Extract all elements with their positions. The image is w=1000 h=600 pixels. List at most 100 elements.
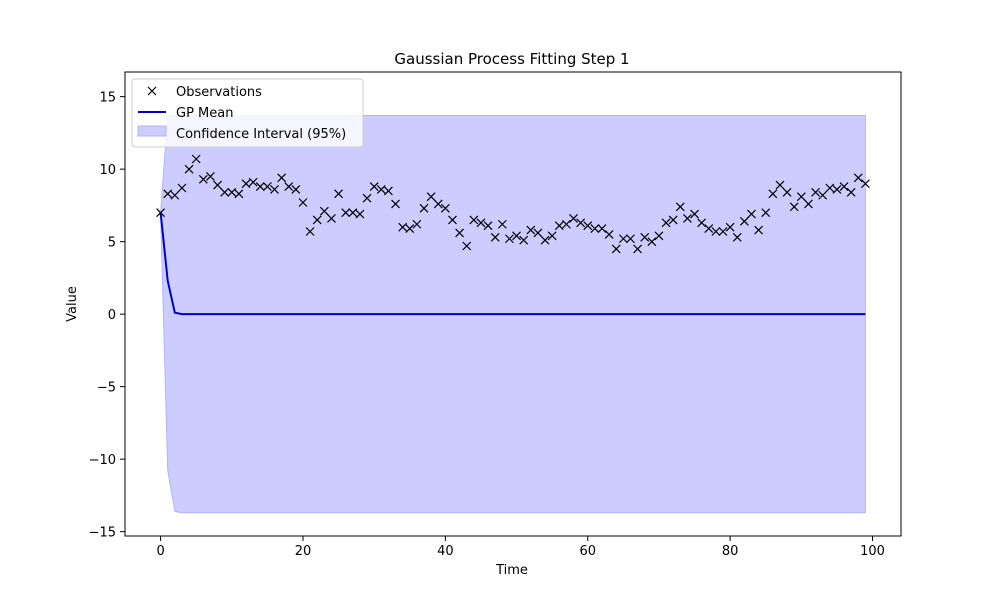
observation-point <box>483 221 493 231</box>
legend-x-marker-icon <box>147 86 157 96</box>
x-tick-label: 40 <box>437 544 454 559</box>
observation-point <box>754 225 764 235</box>
observation-point <box>291 185 301 194</box>
plot-area <box>156 115 870 514</box>
observation-point <box>611 244 621 254</box>
observation-point <box>405 224 415 234</box>
observation-point <box>576 218 586 228</box>
legend-box <box>131 78 364 148</box>
observation-point <box>505 234 514 244</box>
observation-point <box>497 219 507 229</box>
observation-point <box>519 235 529 245</box>
observation-point <box>327 214 336 223</box>
observation-point <box>818 190 828 200</box>
observation-point <box>206 171 215 181</box>
observation-point <box>547 231 557 241</box>
observation-point <box>277 173 287 183</box>
x-tick-label: 80 <box>722 544 739 559</box>
observation-point <box>455 228 465 238</box>
legend: Observations GP Mean Confidence Interval… <box>131 78 364 148</box>
observation-point <box>448 215 457 225</box>
observation-point <box>775 180 785 190</box>
observation-point <box>640 232 650 242</box>
x-axis-ticks: 0 20 40 60 80 100 <box>156 536 885 559</box>
observation-point <box>711 227 721 236</box>
observation-point <box>675 202 685 212</box>
observation-point <box>846 187 856 197</box>
observation-point <box>633 244 643 254</box>
observation-point <box>419 203 429 213</box>
observation-point <box>177 183 187 193</box>
y-tick-label: −15 <box>89 526 116 541</box>
observation-point <box>198 174 208 184</box>
observation-point <box>718 227 728 236</box>
observation-point <box>604 229 614 239</box>
observation-point <box>682 214 692 223</box>
observation-point <box>476 218 486 228</box>
observation-point <box>284 182 294 191</box>
observation-point <box>583 221 593 231</box>
y-tick-label: −5 <box>97 381 116 396</box>
observation-point <box>853 173 863 183</box>
observation-point <box>355 209 365 219</box>
axes-frame <box>124 71 902 537</box>
observation-point <box>234 189 244 199</box>
x-tick-label: 100 <box>860 544 885 559</box>
observation-point <box>526 225 536 235</box>
x-tick-label: 20 <box>295 544 312 559</box>
observation-point <box>782 187 792 197</box>
observation-point <box>768 189 778 199</box>
observation-point <box>270 185 279 194</box>
observation-point <box>626 234 635 244</box>
observation-point <box>512 231 521 241</box>
observation-point <box>298 198 308 207</box>
observation-point <box>312 215 322 225</box>
observation-point <box>832 185 842 194</box>
observation-point <box>156 208 166 218</box>
observation-point <box>170 190 180 200</box>
observation-point <box>654 231 664 241</box>
x-tick-label: 60 <box>579 544 596 559</box>
observation-point <box>825 183 835 193</box>
legend-label-confidence-interval: Confidence Interval (95%) <box>176 127 346 142</box>
observation-point <box>163 189 173 199</box>
observation-point <box>426 192 436 202</box>
y-tick-label: 0 <box>108 308 116 323</box>
observation-point <box>469 215 479 225</box>
observation-point <box>618 234 628 244</box>
observation-point <box>319 206 329 216</box>
observation-point <box>462 241 472 251</box>
observation-point <box>789 202 799 212</box>
observation-point <box>220 187 230 197</box>
observation-point <box>554 221 564 231</box>
observation-point <box>227 187 237 197</box>
observation-point <box>440 203 450 213</box>
observation-point <box>811 187 820 197</box>
observation-point <box>376 185 386 194</box>
observation-point <box>490 232 500 242</box>
y-axis-title: Value <box>65 286 80 322</box>
observation-point <box>433 199 443 209</box>
observation-point <box>725 222 735 232</box>
observation-point <box>398 222 408 232</box>
observation-point <box>561 219 571 229</box>
observation-point <box>184 164 194 174</box>
observation-point <box>668 215 678 225</box>
observation-point <box>761 208 771 218</box>
observation-point <box>533 228 543 238</box>
observation-point <box>369 182 379 191</box>
observation-point <box>647 237 657 247</box>
y-axis-ticks: −15 −10 −5 0 5 10 15 <box>89 91 125 541</box>
observation-point <box>412 219 422 229</box>
gp-mean-line <box>159 212 866 316</box>
observation-point <box>597 224 607 234</box>
observation-point <box>661 218 671 228</box>
y-tick-label: 15 <box>99 91 116 106</box>
observation-point <box>191 154 201 164</box>
observation-point <box>796 192 806 202</box>
observation-point <box>362 193 372 203</box>
observation-point <box>213 180 222 190</box>
y-tick-label: 5 <box>108 236 116 251</box>
observation-point <box>334 189 344 199</box>
observation-point <box>732 232 742 242</box>
